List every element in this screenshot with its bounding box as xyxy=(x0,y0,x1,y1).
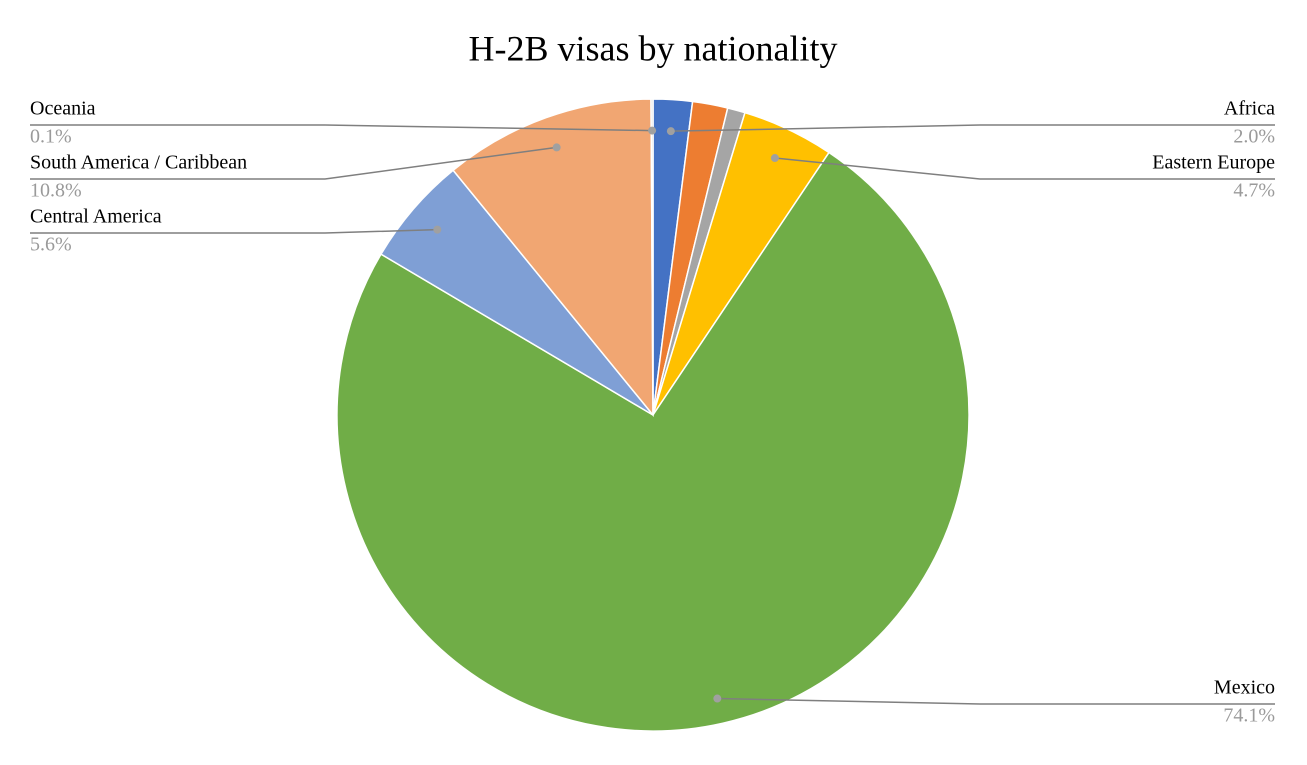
leader-line xyxy=(774,157,1275,180)
leader-dot xyxy=(552,143,561,152)
slice-percent: 10.8% xyxy=(30,180,82,202)
slice-label: South America / Caribbean xyxy=(30,152,247,174)
slice-label: Mexico xyxy=(1214,677,1275,699)
slice-percent: 2.0% xyxy=(1233,126,1275,148)
leader-dot xyxy=(713,694,722,703)
slice-label: Africa xyxy=(1224,98,1275,120)
leader-line xyxy=(717,697,1275,705)
leader-dot xyxy=(770,154,779,163)
leader-dot xyxy=(433,225,442,234)
leader-line xyxy=(30,228,438,234)
leader-line xyxy=(670,124,1275,132)
slice-label: Central America xyxy=(30,206,162,228)
slice-label: Eastern Europe xyxy=(1152,152,1275,174)
slice-percent: 0.1% xyxy=(30,126,72,148)
pie-slice xyxy=(650,98,654,416)
leader-line xyxy=(30,146,557,180)
pie-slice xyxy=(336,151,970,732)
chart-title: H-2B visas by nationality xyxy=(469,28,838,68)
leader-line xyxy=(30,124,653,132)
slice-percent: 4.7% xyxy=(1233,180,1275,202)
slice-label: Oceania xyxy=(30,98,96,120)
leader-dot xyxy=(648,126,657,135)
slice-percent: 74.1% xyxy=(1223,705,1275,727)
leader-dot xyxy=(666,127,675,136)
slice-percent: 5.6% xyxy=(30,234,72,256)
